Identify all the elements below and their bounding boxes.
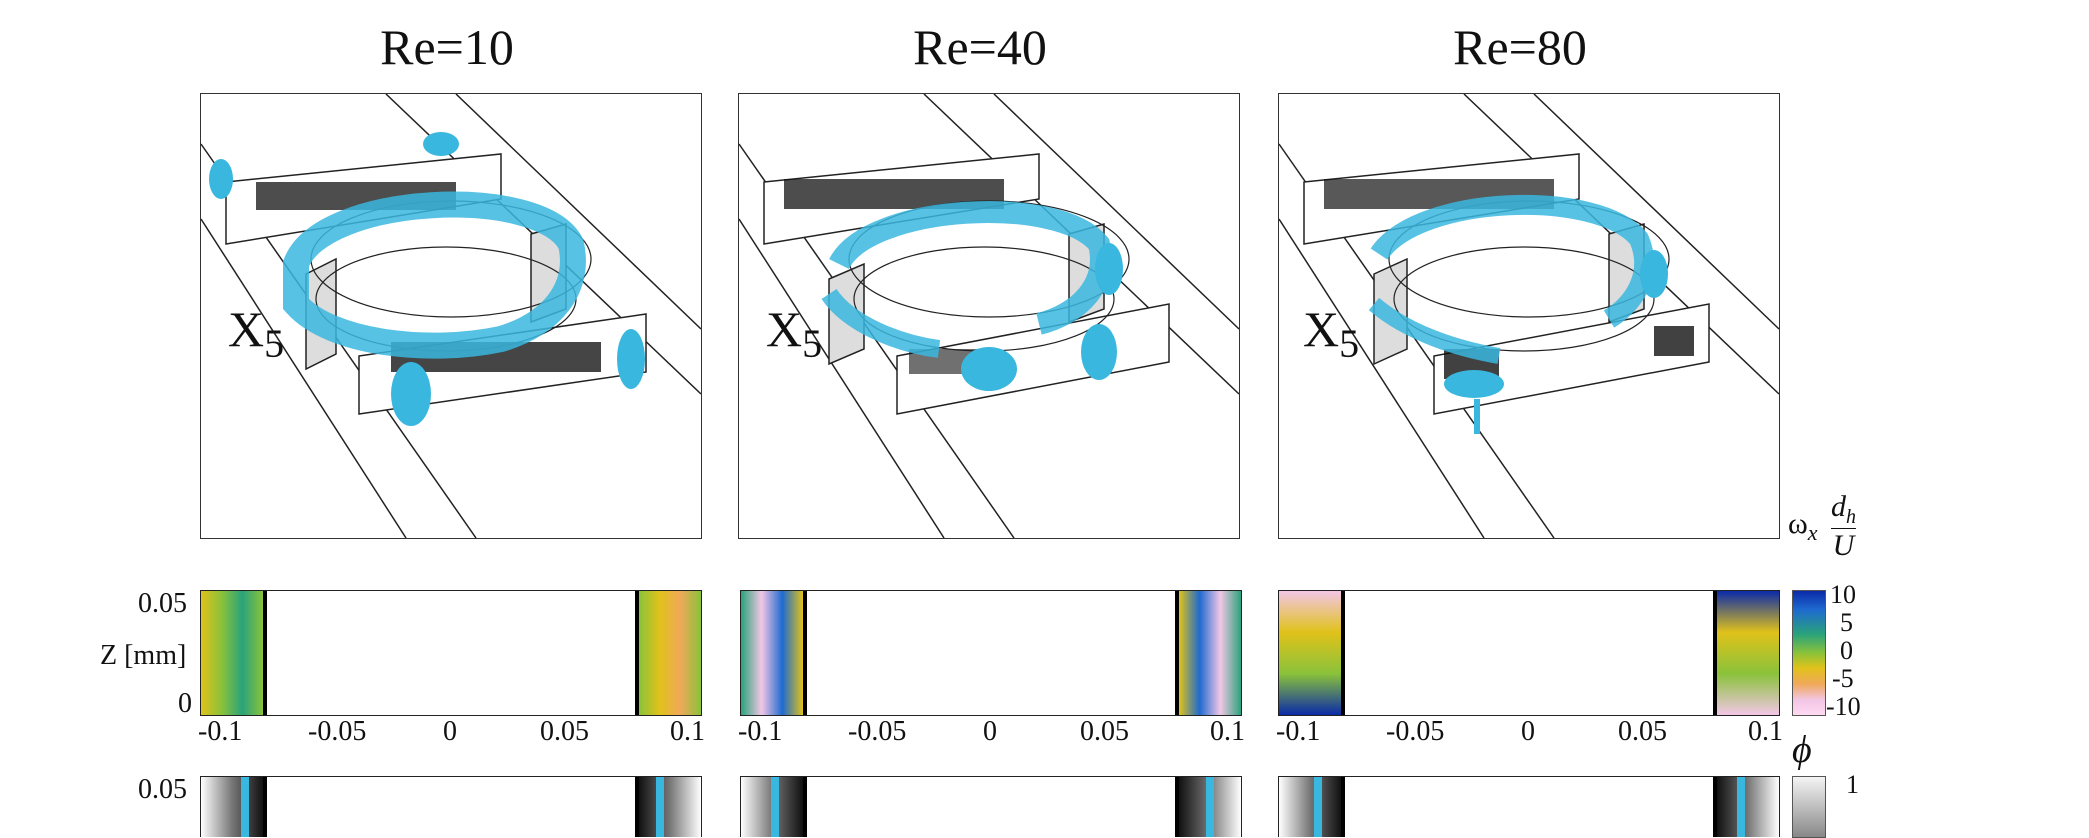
vort-slice-re80: [1278, 590, 1780, 716]
cbar-tick: -10: [1826, 692, 1861, 721]
panel-title-re10: Re=10: [380, 19, 514, 75]
iso-render-re40: [739, 94, 1239, 538]
xtick: -0.1: [1276, 716, 1321, 747]
xtick: -0.05: [1386, 716, 1445, 747]
phi-slice-re10: [200, 776, 702, 837]
xtick: 0.1: [670, 716, 705, 747]
ytick-bottom-1: 0: [178, 688, 192, 719]
cbar-phi-tick: 1: [1846, 770, 1859, 799]
xtick: 0.05: [1618, 716, 1667, 747]
vort-slice-re40: [740, 590, 1242, 716]
xtick: 0.1: [1748, 716, 1783, 747]
ylabel-slice: Z [mm]: [100, 640, 187, 671]
iso-panel-re80: [1278, 93, 1780, 539]
xtick: -0.1: [198, 716, 243, 747]
colorbar-phi-label: ϕ: [1792, 729, 1812, 771]
xticks-re10: -0.1 -0.05 0 0.05 0.1: [198, 716, 705, 752]
panel-label-re10: X5: [228, 301, 285, 366]
xtick: -0.05: [308, 716, 367, 747]
panel-title-re40: Re=40: [913, 19, 1047, 75]
iso-render-re10: [201, 94, 701, 538]
cbar-tick: 5: [1840, 608, 1853, 637]
colorbar-vort-label: ωx dh U: [1788, 490, 1857, 562]
ytick-top-2: 0.05: [138, 774, 187, 805]
xtick: 0.05: [1080, 716, 1129, 747]
xtick: 0.05: [540, 716, 589, 747]
xtick: 0.1: [1210, 716, 1245, 747]
xtick: -0.1: [738, 716, 783, 747]
xtick: -0.05: [848, 716, 907, 747]
xtick: 0: [443, 716, 457, 747]
colorbar-phi: [1792, 776, 1826, 838]
cbar-tick: -5: [1832, 664, 1854, 693]
iso-render-re80: [1279, 94, 1779, 538]
xtick: 0: [1521, 716, 1535, 747]
panel-label-re40: X5: [766, 301, 823, 366]
ytick-top-1: 0.05: [138, 588, 187, 619]
vort-slice-re10: [200, 590, 702, 716]
phi-slice-re80: [1278, 776, 1780, 837]
cbar-tick: 10: [1830, 580, 1856, 609]
cbar-tick: 0: [1840, 636, 1853, 665]
iso-panel-re10: [200, 93, 702, 539]
panel-label-re80: X5: [1303, 301, 1360, 366]
xtick: 0: [983, 716, 997, 747]
xticks-re40: -0.1 -0.05 0 0.05 0.1: [738, 716, 1245, 752]
xticks-re80: -0.1 -0.05 0 0.05 0.1: [1276, 716, 1783, 752]
colorbar-vort: [1792, 590, 1826, 716]
iso-panel-re40: [738, 93, 1240, 539]
panel-title-re80: Re=80: [1453, 19, 1587, 75]
phi-slice-re40: [740, 776, 1242, 837]
